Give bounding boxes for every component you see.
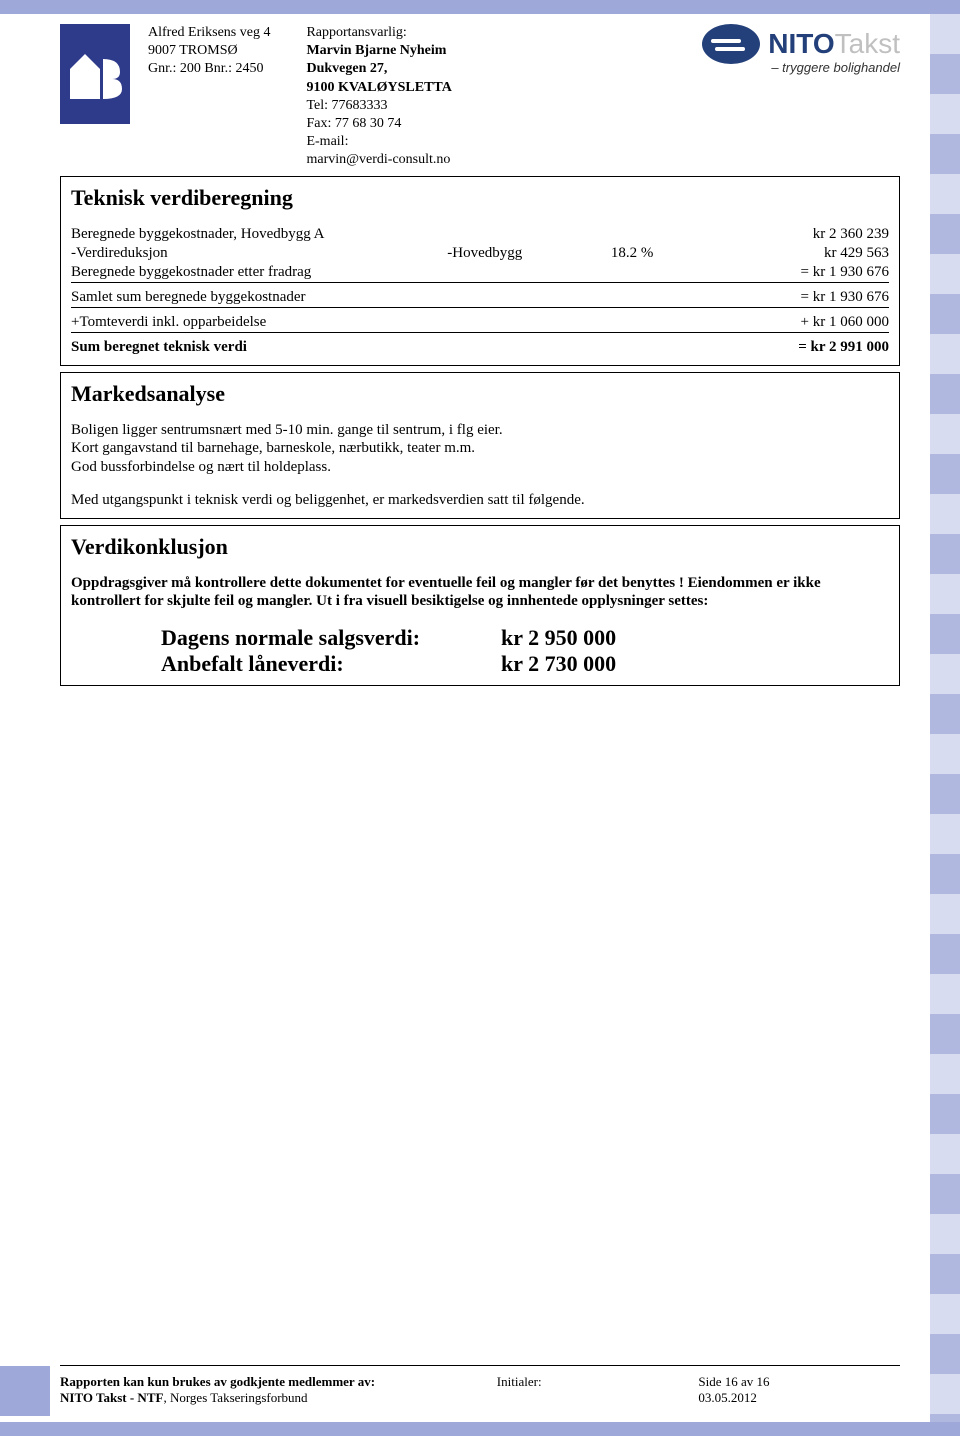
address-line: Gnr.: 200 Bnr.: 2450 xyxy=(148,60,270,78)
calc-label: Beregnede byggekostnader etter fradrag xyxy=(71,263,447,283)
header: Alfred Eriksens veg 4 9007 TROMSØ Gnr.: … xyxy=(60,14,900,170)
conclusion-values: Dagens normale salgsverdi: kr 2 950 000 … xyxy=(71,625,889,677)
section-teknisk-verdiberegning: Teknisk verdiberegning Beregnede byggeko… xyxy=(60,176,900,366)
value-label: Dagens normale salgsverdi: xyxy=(161,625,501,651)
footer-decorative-logo xyxy=(0,1366,50,1416)
value-amount: kr 2 950 000 xyxy=(501,625,616,651)
value-row: Anbefalt låneverdi: kr 2 730 000 xyxy=(161,651,889,677)
nito-logo: NITOTakst – tryggere bolighandel xyxy=(702,24,900,75)
section-title: Markedsanalyse xyxy=(71,381,889,407)
section-markedsanalyse: Markedsanalyse Boligen ligger sentrumsnæ… xyxy=(60,372,900,519)
text-line: Kort gangavstand til barnehage, barnesko… xyxy=(71,440,475,456)
nito-text: NITOTakst xyxy=(768,28,900,60)
calc-label: -Verdireduksjon xyxy=(71,244,447,263)
page-number: Side 16 av 16 xyxy=(698,1374,900,1390)
nito-name: NITO xyxy=(768,28,834,59)
nito-tagline: – tryggere bolighandel xyxy=(771,60,900,75)
calc-value: = kr 2 991 000 xyxy=(709,332,889,357)
header-left: Alfred Eriksens veg 4 9007 TROMSØ Gnr.: … xyxy=(60,24,452,170)
resp-label: Rapportansvarlig: xyxy=(306,24,451,42)
calc-value: kr 429 563 xyxy=(709,244,889,263)
footer-right: Side 16 av 16 03.05.2012 xyxy=(698,1374,900,1406)
section-title: Teknisk verdiberegning xyxy=(71,185,889,211)
calc-label: Sum beregnet teknisk verdi xyxy=(71,332,447,357)
table-row: Samlet sum beregnede byggekostnader = kr… xyxy=(71,282,889,307)
resp-name: Marvin Bjarne Nyheim xyxy=(306,42,451,60)
footer-org-rest: , Norges Takseringsforbund xyxy=(163,1390,307,1405)
conclusion-text: Oppdragsgiver må kontrollere dette dokum… xyxy=(71,574,889,612)
footer-left: Rapporten kan kun brukes av godkjente me… xyxy=(60,1374,497,1406)
ab-logo-icon xyxy=(60,24,130,124)
resp-email-label: E-mail: xyxy=(306,133,451,151)
section-title: Verdikonklusjon xyxy=(71,534,889,560)
resp-addr: 9100 KVALØYSLETTA xyxy=(306,79,451,97)
nito-logo-main: NITOTakst xyxy=(702,24,900,64)
header-text-group: Alfred Eriksens veg 4 9007 TROMSØ Gnr.: … xyxy=(148,24,452,170)
calc-label: Beregnede byggekostnader, Hovedbygg A xyxy=(71,225,447,244)
page-content: Alfred Eriksens veg 4 9007 TROMSØ Gnr.: … xyxy=(60,14,900,692)
value-amount: kr 2 730 000 xyxy=(501,651,616,677)
property-address: Alfred Eriksens veg 4 9007 TROMSØ Gnr.: … xyxy=(148,24,270,170)
footer-org-bold: NITO Takst - NTF xyxy=(60,1390,163,1405)
calc-value: = kr 1 930 676 xyxy=(709,282,889,307)
table-row: -Verdireduksjon -Hovedbygg 18.2 % kr 429… xyxy=(71,244,889,263)
resp-tel: Tel: 77683333 xyxy=(306,97,451,115)
value-label: Anbefalt låneverdi: xyxy=(161,651,501,677)
footer-date: 03.05.2012 xyxy=(698,1390,900,1406)
calculation-table: Beregnede byggekostnader, Hovedbygg A kr… xyxy=(71,225,889,357)
table-row: Beregnede byggekostnader, Hovedbygg A kr… xyxy=(71,225,889,244)
resp-fax: Fax: 77 68 30 74 xyxy=(306,115,451,133)
responsible-block: Rapportansvarlig: Marvin Bjarne Nyheim D… xyxy=(306,24,451,170)
calc-pct: 18.2 % xyxy=(611,244,709,263)
calc-value: + kr 1 060 000 xyxy=(709,307,889,332)
table-row: +Tomteverdi inkl. opparbeidelse + kr 1 0… xyxy=(71,307,889,332)
calc-value: = kr 1 930 676 xyxy=(709,263,889,283)
nito-takst: Takst xyxy=(835,28,900,59)
page-footer: Rapporten kan kun brukes av godkjente me… xyxy=(60,1365,900,1406)
text-line: God bussforbindelse og nært til holdepla… xyxy=(71,459,331,475)
calc-value: kr 2 360 239 xyxy=(709,225,889,244)
value-row: Dagens normale salgsverdi: kr 2 950 000 xyxy=(161,625,889,651)
calc-label: +Tomteverdi inkl. opparbeidelse xyxy=(71,307,447,332)
section-verdikonklusjon: Verdikonklusjon Oppdragsgiver må kontrol… xyxy=(60,525,900,687)
footer-line: NITO Takst - NTF, Norges Takseringsforbu… xyxy=(60,1390,497,1406)
paragraph: Med utgangspunkt i teknisk verdi og beli… xyxy=(71,491,889,510)
table-row: Beregnede byggekostnader etter fradrag =… xyxy=(71,263,889,283)
resp-email: marvin@verdi-consult.no xyxy=(306,151,451,169)
calc-label: Samlet sum beregnede byggekostnader xyxy=(71,282,447,307)
footer-mid: Initialer: xyxy=(497,1374,699,1406)
sum-row: Sum beregnet teknisk verdi = kr 2 991 00… xyxy=(71,332,889,357)
paragraph: Boligen ligger sentrumsnært med 5-10 min… xyxy=(71,421,889,477)
calc-mid: -Hovedbygg xyxy=(447,244,611,263)
nito-oval-icon xyxy=(702,24,760,64)
text-line: Boligen ligger sentrumsnært med 5-10 min… xyxy=(71,422,503,438)
right-decorative-stripe xyxy=(930,14,960,1422)
resp-addr: Dukvegen 27, xyxy=(306,60,451,78)
address-line: Alfred Eriksens veg 4 xyxy=(148,24,270,42)
address-line: 9007 TROMSØ xyxy=(148,42,270,60)
footer-line: Rapporten kan kun brukes av godkjente me… xyxy=(60,1374,497,1390)
